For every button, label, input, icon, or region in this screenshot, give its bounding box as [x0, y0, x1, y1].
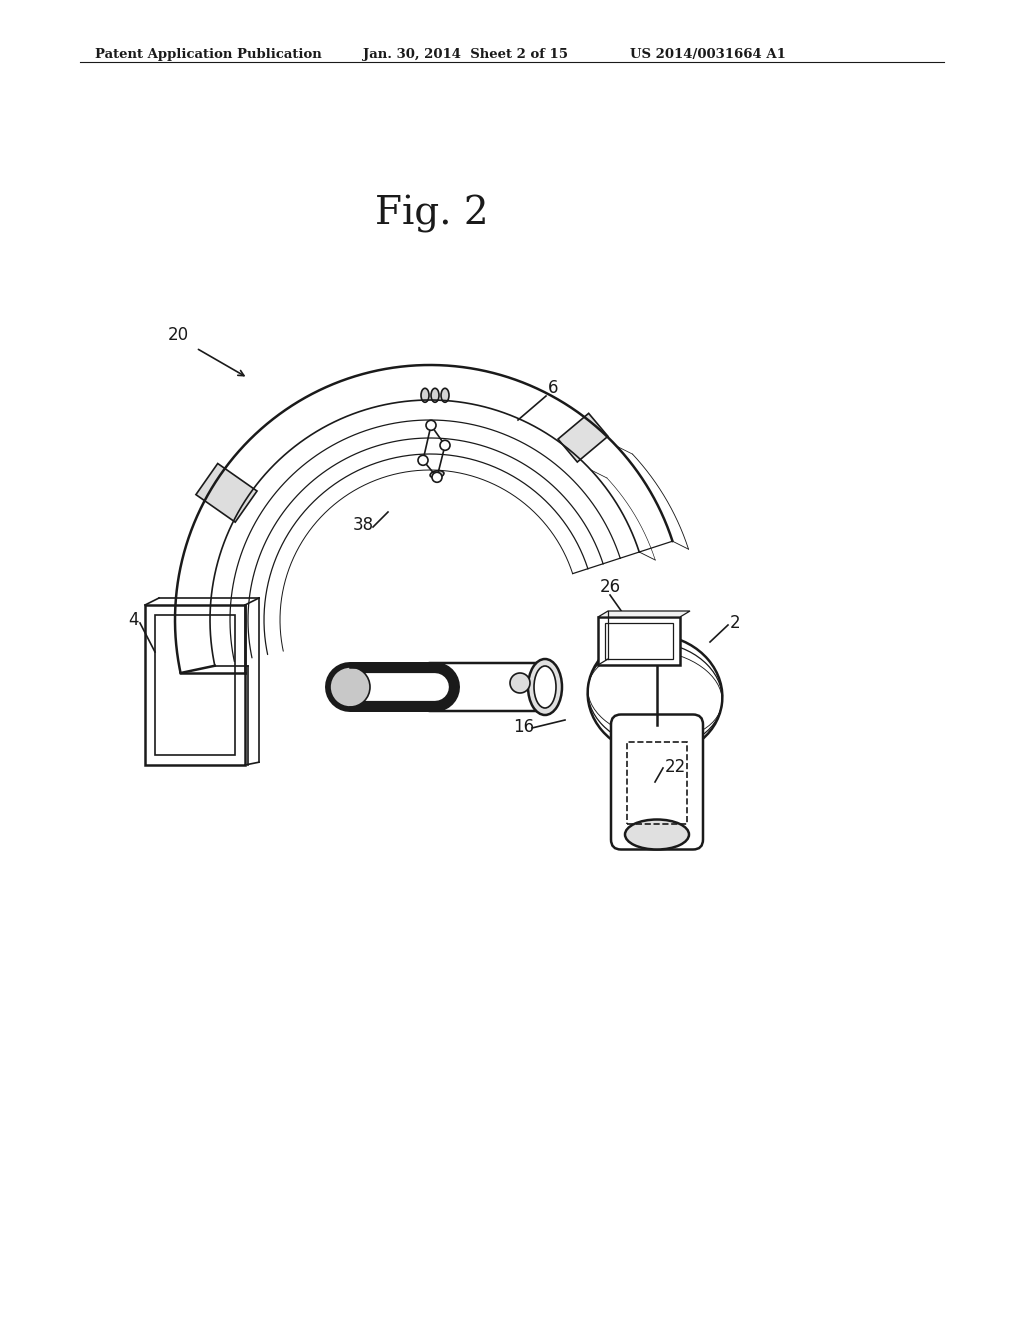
Text: US 2014/0031664 A1: US 2014/0031664 A1 [630, 48, 785, 61]
Text: 4: 4 [128, 611, 138, 630]
Text: 20: 20 [168, 326, 189, 345]
Polygon shape [196, 463, 257, 523]
Text: Jan. 30, 2014  Sheet 2 of 15: Jan. 30, 2014 Sheet 2 of 15 [362, 48, 568, 61]
Text: 38: 38 [353, 516, 374, 535]
Text: 6: 6 [548, 379, 558, 397]
Text: 2: 2 [730, 614, 740, 632]
FancyBboxPatch shape [611, 714, 703, 850]
Circle shape [426, 420, 436, 430]
Circle shape [418, 455, 428, 465]
Circle shape [432, 473, 442, 482]
Text: 22: 22 [665, 758, 686, 776]
Ellipse shape [588, 635, 722, 755]
Bar [598, 616, 680, 665]
Bar [627, 742, 687, 824]
Ellipse shape [625, 820, 689, 850]
Polygon shape [558, 413, 608, 462]
Bar [145, 605, 245, 766]
Circle shape [440, 441, 450, 450]
Circle shape [510, 673, 530, 693]
Text: Patent Application Publication: Patent Application Publication [95, 48, 322, 61]
Text: 16: 16 [513, 718, 535, 737]
Ellipse shape [431, 388, 439, 403]
Text: 26: 26 [600, 578, 622, 597]
FancyBboxPatch shape [426, 663, 549, 711]
Ellipse shape [421, 388, 429, 403]
Text: Fig. 2: Fig. 2 [375, 195, 488, 234]
Ellipse shape [528, 659, 562, 715]
Polygon shape [598, 611, 690, 616]
Circle shape [330, 667, 370, 708]
Bar [155, 615, 234, 755]
Ellipse shape [534, 667, 556, 708]
Bar [605, 623, 673, 659]
Ellipse shape [430, 471, 444, 478]
Ellipse shape [441, 388, 449, 403]
